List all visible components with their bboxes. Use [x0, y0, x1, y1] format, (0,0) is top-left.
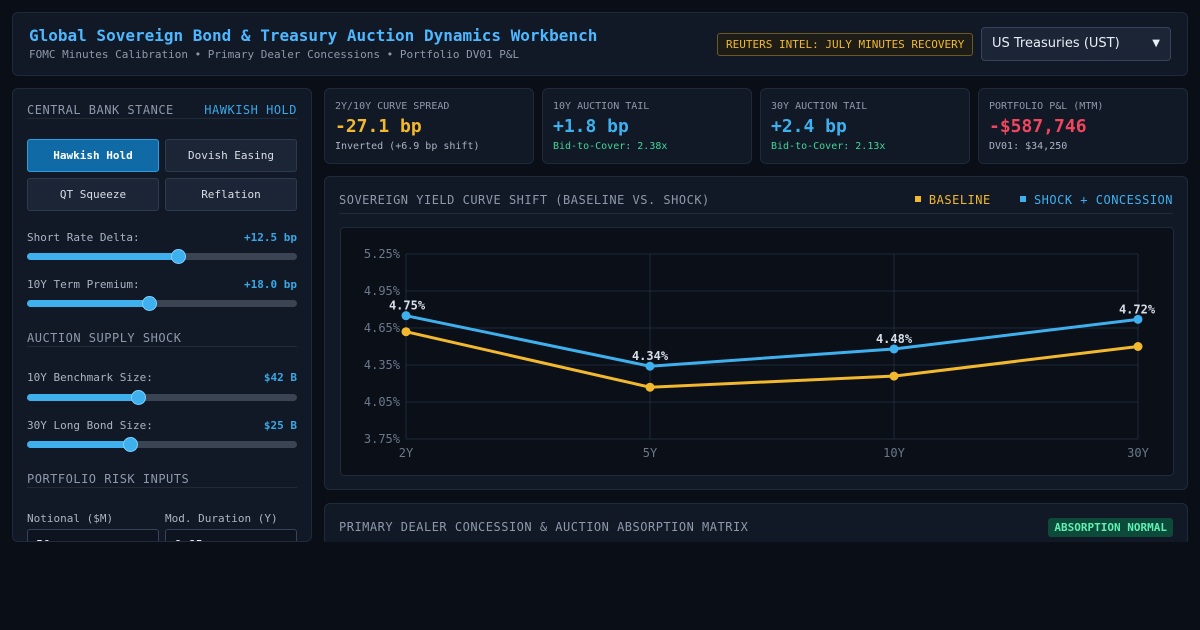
- kpi-label: 10Y AUCTION TAIL: [553, 101, 650, 112]
- slider-thumb[interactable]: [122, 437, 138, 452]
- legend-swatch: [914, 196, 921, 202]
- baseline-data-point: [645, 382, 655, 392]
- yield-curve-chart: 3.75% 4.05% 4.35% 4.65% 4.95% 5.25% 2Y 5Y 10Y 30Y…: [364, 247, 1156, 460]
- supply-section-header: AUCTION SUPPLY SHOCK: [27, 317, 297, 347]
- kpi-value: +1.8 bp: [553, 116, 629, 137]
- y-tick-label: 3.75%: [364, 432, 401, 446]
- y-tick-label: 5.25%: [364, 247, 401, 261]
- x-tick-label: 30Y: [1127, 446, 1149, 460]
- kpi-card-curve-spread: 2Y/10Y CURVE SPREAD -27.1 bp Inverted (+…: [324, 88, 534, 164]
- x-tick-label: 2Y: [399, 446, 414, 460]
- app-title: Global Sovereign Bond & Treasury Auction…: [29, 26, 598, 45]
- benchmark-size-label: 10Y Benchmark Size:: [27, 371, 153, 384]
- slider-fill: [27, 253, 179, 260]
- slider-fill: [27, 441, 130, 448]
- kpi-label: 2Y/10Y CURVE SPREAD: [335, 101, 450, 112]
- stance-button-dovish-easing[interactable]: Dovish Easing: [165, 139, 297, 172]
- benchmark-size-value: $42 B: [263, 371, 297, 384]
- stance-button-hawkish-hold[interactable]: Hawkish Hold: [27, 139, 159, 172]
- slider-thumb[interactable]: [141, 296, 157, 311]
- page-background: [0, 542, 1200, 630]
- slider-thumb[interactable]: [130, 390, 146, 405]
- term-premium-value: +18.0 bp: [244, 278, 297, 291]
- baseline-series-line: [405, 330, 1139, 389]
- x-tick-label: 10Y: [883, 446, 905, 460]
- baseline-data-point: [1133, 342, 1143, 351]
- shock-data-point: [1133, 314, 1143, 324]
- long-bond-size-value: $25 B: [263, 419, 297, 432]
- market-select-value: US Treasuries (UST): [992, 36, 1120, 51]
- shock-data-point: [645, 361, 655, 371]
- short-rate-delta-label: Short Rate Delta:: [27, 231, 140, 244]
- kpi-value: -27.1 bp: [335, 116, 422, 137]
- y-tick-label: 4.05%: [364, 395, 401, 409]
- absorption-status-badge: ABSORPTION NORMAL: [1048, 518, 1173, 537]
- kpi-note: Bid-to-Cover: 2.38x: [553, 141, 668, 152]
- short-rate-delta-slider[interactable]: [27, 249, 297, 264]
- baseline-data-point: [889, 371, 899, 381]
- stance-section-title: CENTRAL BANK STANCE: [27, 103, 174, 117]
- stance-button-qt-squeeze[interactable]: QT Squeeze: [27, 178, 159, 211]
- stance-current-tag: HAWKISH HOLD: [204, 103, 297, 117]
- short-rate-delta-value: +12.5 bp: [244, 231, 297, 244]
- control-sidebar: CENTRAL BANK STANCE HAWKISH HOLD Hawkish…: [12, 88, 312, 542]
- term-premium-slider[interactable]: [27, 296, 297, 311]
- risk-section-title: PORTFOLIO RISK INPUTS: [27, 472, 190, 486]
- app-header: Global Sovereign Bond & Treasury Auction…: [12, 12, 1188, 76]
- legend-swatch: [1019, 196, 1026, 202]
- benchmark-size-slider[interactable]: [27, 390, 297, 405]
- yield-curve-panel: SOVEREIGN YIELD CURVE SHIFT (BASELINE VS…: [324, 176, 1188, 490]
- chart-legend: BASELINE SHOCK + CONCESSION: [893, 193, 1173, 207]
- shock-data-point: [889, 344, 899, 354]
- x-tick-label: 5Y: [643, 446, 658, 460]
- intel-badge[interactable]: REUTERS INTEL: JULY MINUTES RECOVERY: [717, 33, 974, 56]
- kpi-card-30y-auction-tail: 30Y AUCTION TAIL +2.4 bp Bid-to-Cover: 2…: [760, 88, 970, 164]
- y-tick-label: 4.95%: [364, 284, 401, 298]
- term-premium-label: 10Y Term Premium:: [27, 278, 140, 291]
- y-tick-label: 4.35%: [364, 358, 401, 372]
- absorption-matrix-title: PRIMARY DEALER CONCESSION & AUCTION ABSO…: [339, 520, 749, 534]
- baseline-data-point: [401, 327, 411, 337]
- data-label: 4.48%: [876, 332, 913, 346]
- data-label: 4.34%: [632, 349, 669, 363]
- chevron-down-icon: ▼: [1152, 38, 1160, 49]
- data-label: 4.75%: [389, 299, 426, 313]
- kpi-card-10y-auction-tail: 10Y AUCTION TAIL +1.8 bp Bid-to-Cover: 2…: [542, 88, 752, 164]
- supply-section-title: AUCTION SUPPLY SHOCK: [27, 331, 182, 345]
- kpi-label: 30Y AUCTION TAIL: [771, 101, 868, 112]
- yield-curve-title: SOVEREIGN YIELD CURVE SHIFT (BASELINE VS…: [339, 193, 710, 207]
- kpi-note: Bid-to-Cover: 2.13x: [771, 141, 886, 152]
- notional-label: Notional ($M): [27, 512, 114, 525]
- stance-button-reflation[interactable]: Reflation: [165, 178, 297, 211]
- slider-thumb[interactable]: [171, 249, 187, 264]
- app-subtitle: FOMC Minutes Calibration • Primary Deale…: [29, 48, 520, 61]
- kpi-note: DV01: $34,250: [989, 141, 1068, 152]
- legend-label: SHOCK + CONCESSION: [1033, 193, 1173, 207]
- slider-fill: [27, 394, 138, 401]
- y-tick-label: 4.65%: [364, 321, 401, 335]
- kpi-value: +2.4 bp: [771, 116, 847, 137]
- risk-section-header: PORTFOLIO RISK INPUTS: [27, 458, 297, 488]
- kpi-note: Inverted (+6.9 bp shift): [335, 141, 480, 152]
- notional-input[interactable]: 50: [27, 529, 159, 541]
- market-select[interactable]: US Treasuries (UST) ▼: [981, 27, 1171, 61]
- stance-section-header: CENTRAL BANK STANCE HAWKISH HOLD: [27, 89, 297, 119]
- long-bond-size-slider[interactable]: [27, 437, 297, 452]
- slider-fill: [27, 300, 149, 307]
- legend-item-baseline[interactable]: BASELINE: [914, 193, 991, 207]
- legend-item-shock[interactable]: SHOCK + CONCESSION: [1019, 193, 1173, 207]
- kpi-value: -$587,746: [989, 116, 1087, 137]
- shock-series-line: [405, 314, 1139, 368]
- long-bond-size-label: 30Y Long Bond Size:: [27, 419, 153, 432]
- chart-area: 3.75% 4.05% 4.35% 4.65% 4.95% 5.25% 2Y 5Y 10Y 30Y…: [340, 227, 1174, 476]
- duration-label: Mod. Duration (Y): [165, 512, 278, 525]
- shock-data-point: [401, 311, 411, 321]
- duration-input[interactable]: 6.85: [165, 529, 297, 541]
- data-label: 4.72%: [1119, 302, 1156, 316]
- divider: [339, 213, 1173, 214]
- kpi-card-portfolio-pnl: PORTFOLIO P&L (MTM) -$587,746 DV01: $34,…: [978, 88, 1188, 164]
- legend-label: BASELINE: [928, 193, 991, 207]
- kpi-label: PORTFOLIO P&L (MTM): [989, 101, 1104, 112]
